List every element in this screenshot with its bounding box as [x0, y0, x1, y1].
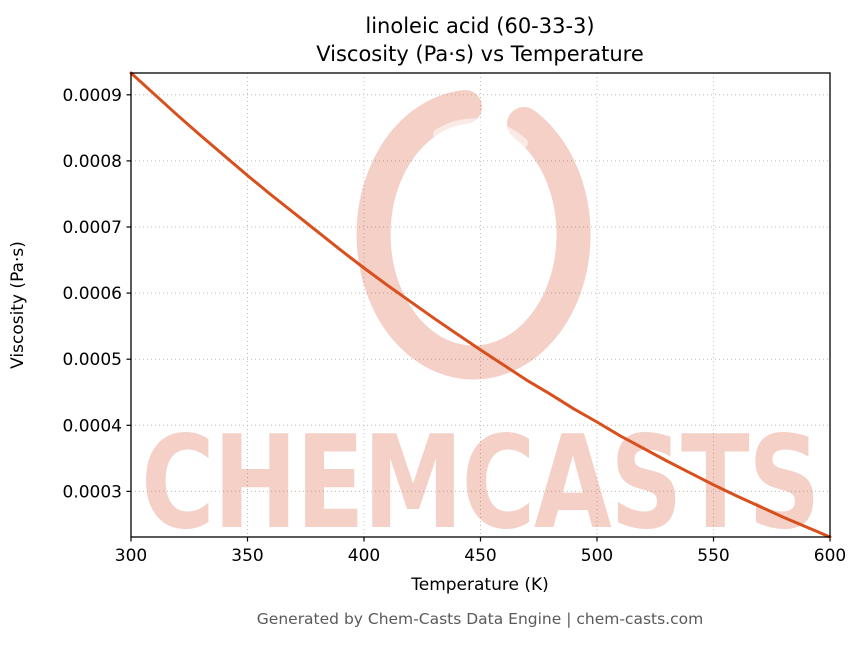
plot-layer: 300 350 400 450 500 550 600 0.0003 0.0004 0.0005 0…: [63, 71, 846, 566]
x-tick-label: 600: [814, 546, 846, 566]
y-tick-label: 0.0003: [63, 482, 122, 502]
x-tick-label: 550: [697, 546, 729, 566]
chemcasts-logo-highlight: [433, 118, 528, 148]
x-axis-label: Temperature (K): [410, 575, 549, 595]
y-tick-label: 0.0008: [63, 152, 122, 172]
x-tick-label: 450: [464, 546, 496, 566]
x-tick-label: 350: [231, 546, 263, 566]
watermark-layer: CHEMCASTS: [141, 90, 821, 558]
x-tick-label: 400: [348, 546, 380, 566]
y-tick-label: 0.0009: [63, 86, 122, 106]
text-layer: linoleic acid (60-33-3) Viscosity (Pa·s)…: [8, 14, 703, 628]
viscosity-curve: [129, 71, 832, 539]
chart-title-line1: linoleic acid (60-33-3): [365, 14, 594, 38]
y-tick-label: 0.0006: [63, 284, 122, 304]
y-tick-label: 0.0007: [63, 218, 122, 238]
y-axis-label: Viscosity (Pa·s): [8, 241, 28, 369]
y-tick-label: 0.0004: [63, 416, 122, 436]
chemcasts-logo-watermark: [356, 90, 591, 380]
plot-border: [130, 72, 831, 538]
x-tick-label: 500: [581, 546, 613, 566]
x-tick-label: 300: [115, 546, 147, 566]
chart-title-line2: Viscosity (Pa·s) vs Temperature: [316, 42, 644, 66]
attribution-footer: Generated by Chem-Casts Data Engine | ch…: [257, 610, 703, 628]
chemcasts-text-watermark: CHEMCASTS: [141, 409, 819, 558]
y-tick-label: 0.0005: [63, 350, 122, 370]
